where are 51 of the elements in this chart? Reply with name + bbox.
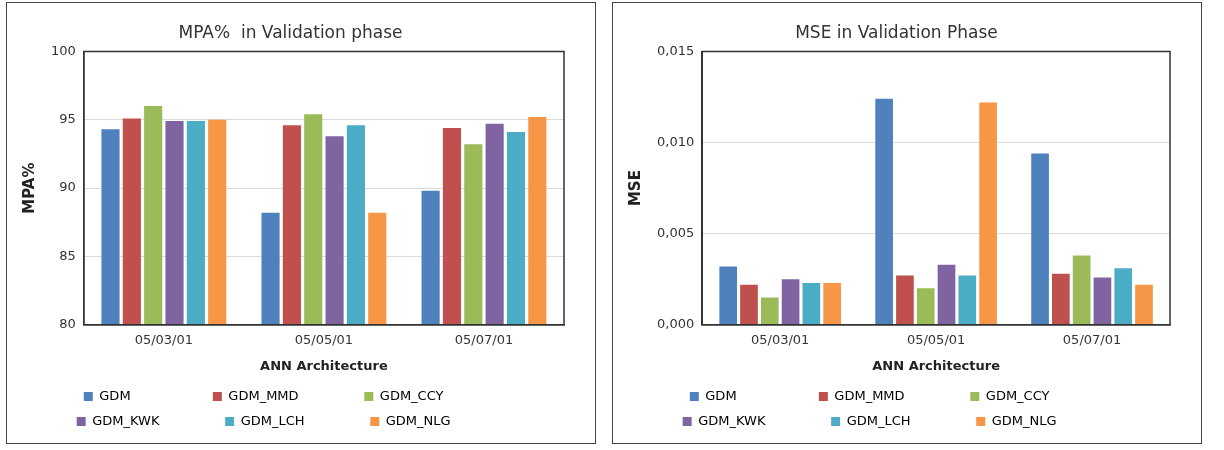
bar xyxy=(719,266,738,325)
bar xyxy=(823,282,841,325)
y-tick-label: 0,010 xyxy=(657,133,695,149)
y-tick-label: 0,005 xyxy=(657,225,695,241)
y-axis-title: MPA% xyxy=(19,162,38,214)
bar xyxy=(760,297,779,325)
y-tick-label: 0,000 xyxy=(657,316,695,332)
y-tick-label: 85 xyxy=(59,247,76,263)
bar xyxy=(1052,273,1070,325)
y-tick-label: 0,015 xyxy=(657,42,695,58)
chart-title: MPA% in Validation phase xyxy=(178,21,403,42)
legend-label: GDM xyxy=(99,387,201,403)
legend-label: GDM_MMD xyxy=(228,387,353,403)
x-axis-title: ANN Architecture xyxy=(872,357,1001,373)
legend-label: GDM_NLG xyxy=(385,412,505,428)
chart-title: MSE in Validation Phase xyxy=(795,21,998,42)
legend-label: GDM xyxy=(705,387,807,403)
legend-label: GDM_LCH xyxy=(846,412,965,428)
bar xyxy=(916,288,935,325)
legend-label: GDM_LCH xyxy=(240,412,359,428)
legend-label: GDM_CCY xyxy=(985,387,1104,403)
x-tick-label: 05/07/01 xyxy=(454,331,514,347)
bar xyxy=(740,284,758,325)
bar xyxy=(1031,153,1049,325)
legend-label: GDM_MMD xyxy=(834,387,959,403)
legend-label: GDM_KWK xyxy=(92,412,214,428)
bar xyxy=(1135,284,1153,325)
legend-label: GDM_CCY xyxy=(379,387,498,403)
bar xyxy=(979,102,997,325)
x-axis-title: ANN Architecture xyxy=(260,357,388,373)
bar xyxy=(781,279,800,325)
x-tick-label: 05/05/01 xyxy=(294,331,354,347)
y-tick-label: 95 xyxy=(59,111,76,127)
bar xyxy=(937,264,956,325)
y-axis-title: MSE xyxy=(625,170,644,207)
bar xyxy=(1114,268,1133,325)
legend-label: GDM_NLG xyxy=(991,412,1111,428)
bar xyxy=(1072,255,1091,325)
x-tick-label: 05/03/01 xyxy=(134,331,194,347)
bar xyxy=(1093,277,1112,325)
y-tick-label: 100 xyxy=(50,42,76,58)
x-tick-label: 05/05/01 xyxy=(906,331,966,347)
bar xyxy=(896,275,914,325)
x-tick-label: 05/07/01 xyxy=(1062,331,1122,347)
legend-label: GDM_KWK xyxy=(698,412,820,428)
bar xyxy=(875,98,893,325)
y-tick-label: 80 xyxy=(59,316,76,332)
x-tick-label: 05/03/01 xyxy=(750,331,810,347)
y-tick-label: 90 xyxy=(59,179,76,195)
bar xyxy=(958,275,977,325)
bar xyxy=(802,282,821,325)
